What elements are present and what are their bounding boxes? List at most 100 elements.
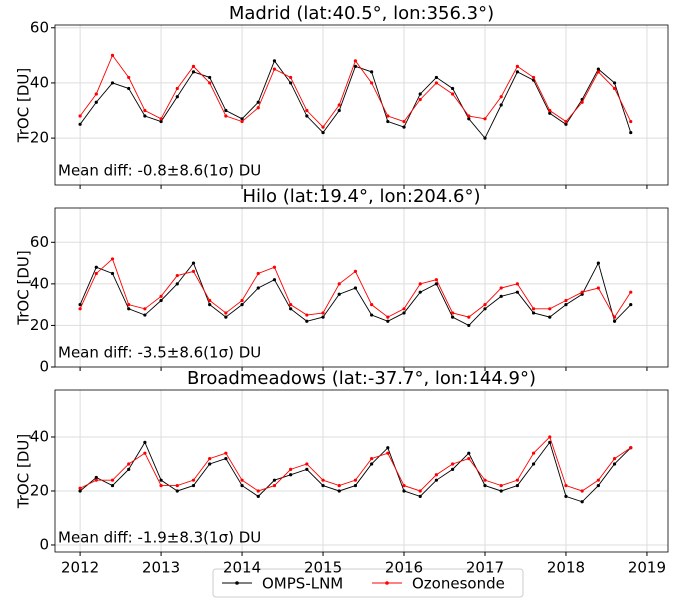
data-point xyxy=(127,75,131,80)
data-point xyxy=(450,462,455,466)
plot-frame xyxy=(54,24,669,186)
y-tick-label: 20 xyxy=(30,129,49,147)
data-point xyxy=(515,282,519,286)
y-tick-label: 40 xyxy=(30,274,49,292)
data-point xyxy=(580,290,584,294)
data-point xyxy=(434,81,439,85)
data-point xyxy=(450,86,455,91)
data-point xyxy=(531,451,536,455)
data-point xyxy=(208,75,212,80)
panel: Hilo (lat:19.4°, lon:204.6°) TrOC [DU] 0 20… xyxy=(15,186,669,376)
data-point xyxy=(499,286,503,290)
data-point xyxy=(564,119,568,124)
data-point xyxy=(353,478,358,482)
data-point xyxy=(418,494,422,498)
data-point xyxy=(402,125,406,129)
data-point xyxy=(499,95,503,99)
data-point xyxy=(272,59,277,63)
data-point xyxy=(596,286,600,290)
data-point xyxy=(240,478,244,482)
data-point xyxy=(143,108,147,113)
y-tick-label: 60 xyxy=(30,18,49,36)
data-point xyxy=(143,313,147,317)
data-point xyxy=(143,451,147,455)
data-point xyxy=(596,70,600,74)
data-point xyxy=(629,130,633,135)
data-point xyxy=(386,446,390,450)
data-point xyxy=(175,86,179,91)
legend-swatch-marker xyxy=(235,581,239,585)
data-point xyxy=(483,483,487,488)
data-point xyxy=(483,136,487,140)
data-point xyxy=(208,456,212,461)
data-point xyxy=(386,119,390,124)
data-point xyxy=(321,315,325,319)
data-point xyxy=(94,265,98,269)
data-point xyxy=(159,294,163,298)
data-point xyxy=(224,108,228,113)
data-point xyxy=(596,261,600,265)
y-tick-label: 40 xyxy=(30,427,49,445)
data-point xyxy=(467,456,471,461)
data-point xyxy=(596,478,600,482)
data-point xyxy=(94,100,98,104)
data-point xyxy=(289,75,293,80)
data-point xyxy=(256,271,260,276)
data-point xyxy=(272,265,277,269)
data-point xyxy=(596,67,600,71)
data-point xyxy=(548,108,552,113)
panel: Madrid (lat:40.5°, lon:356.3°) TrOC [DU]2… xyxy=(15,3,669,189)
chart-title: Madrid (lat:40.5°, lon:356.3°) xyxy=(229,3,494,24)
data-point xyxy=(386,319,390,323)
series-line xyxy=(79,441,632,503)
legend-label: OMPS-LNM xyxy=(262,575,343,593)
data-point xyxy=(94,475,98,480)
data-point xyxy=(370,70,374,74)
data-point xyxy=(370,303,374,307)
data-point xyxy=(450,467,455,471)
data-point xyxy=(175,95,179,99)
data-point xyxy=(515,70,519,74)
data-point xyxy=(548,435,552,439)
data-point xyxy=(450,92,455,96)
data-point xyxy=(548,440,552,444)
data-point xyxy=(175,273,179,278)
data-point xyxy=(127,86,131,91)
data-point xyxy=(402,119,406,124)
data-point xyxy=(78,489,82,493)
data-point xyxy=(337,103,341,107)
data-point xyxy=(240,483,244,488)
plot-frame xyxy=(54,389,669,553)
chart-title: Hilo (lat:19.4°, lon:204.6°) xyxy=(242,186,480,207)
data-point xyxy=(531,75,536,80)
x-tick-label: 2015 xyxy=(304,559,342,577)
data-point xyxy=(94,92,98,96)
data-point xyxy=(418,282,422,286)
data-point xyxy=(418,97,422,102)
data-point xyxy=(175,489,179,493)
y-tick-label: 60 xyxy=(30,233,49,251)
data-point xyxy=(110,483,115,488)
data-point xyxy=(191,478,196,482)
legend-box xyxy=(212,568,524,598)
data-point xyxy=(353,269,358,273)
data-point xyxy=(191,483,196,488)
data-point xyxy=(256,106,260,110)
data-point xyxy=(289,303,293,307)
data-point xyxy=(483,478,487,482)
data-point xyxy=(531,311,536,315)
data-point xyxy=(256,100,260,104)
data-point xyxy=(629,119,633,124)
data-point xyxy=(78,486,82,490)
data-point xyxy=(612,319,617,323)
plot-frame xyxy=(54,207,669,368)
data-point xyxy=(143,307,147,311)
data-point xyxy=(564,494,568,498)
data-point xyxy=(499,483,503,488)
data-point xyxy=(467,323,471,328)
data-point xyxy=(94,271,98,276)
data-point xyxy=(580,100,584,104)
annotation: Mean diff: -3.5±8.6(1σ) DU xyxy=(58,344,261,362)
x-tick-label: 2017 xyxy=(466,559,504,577)
